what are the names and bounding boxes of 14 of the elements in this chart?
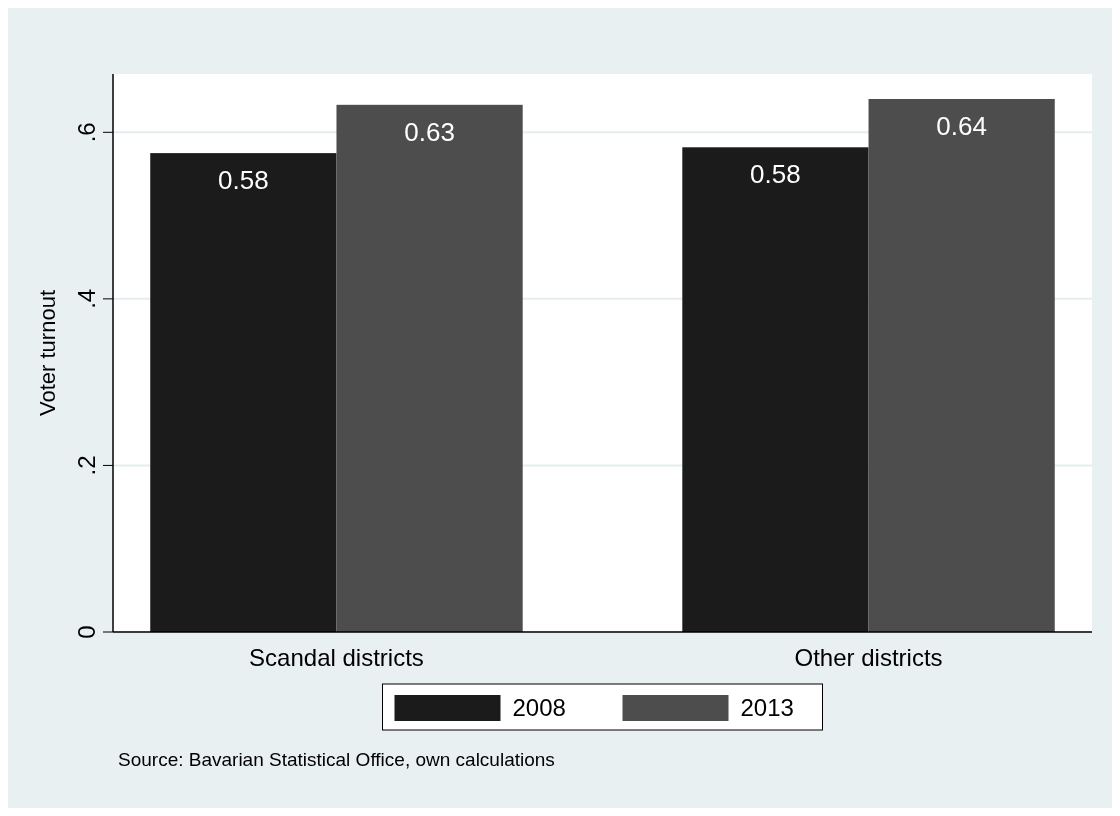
y-tick-label: 0 <box>73 625 100 639</box>
x-tick-label: Scandal districts <box>249 644 424 671</box>
y-tick-label: .6 <box>73 122 100 143</box>
x-tick-label: Other districts <box>794 644 943 671</box>
data-label: 0.58 <box>218 165 269 196</box>
source-note: Source: Bavarian Statistical Office, own calculations <box>118 749 555 770</box>
data-label: 0.64 <box>936 110 987 141</box>
y-tick-label: .2 <box>73 455 100 476</box>
y-axis-title: Voter turnout <box>35 290 60 416</box>
y-tick-label: .4 <box>73 288 100 309</box>
data-label: 0.58 <box>750 159 801 190</box>
legend-label: 2008 <box>512 694 566 721</box>
data-label: 0.63 <box>404 116 455 147</box>
legend-label: 2013 <box>740 694 794 721</box>
